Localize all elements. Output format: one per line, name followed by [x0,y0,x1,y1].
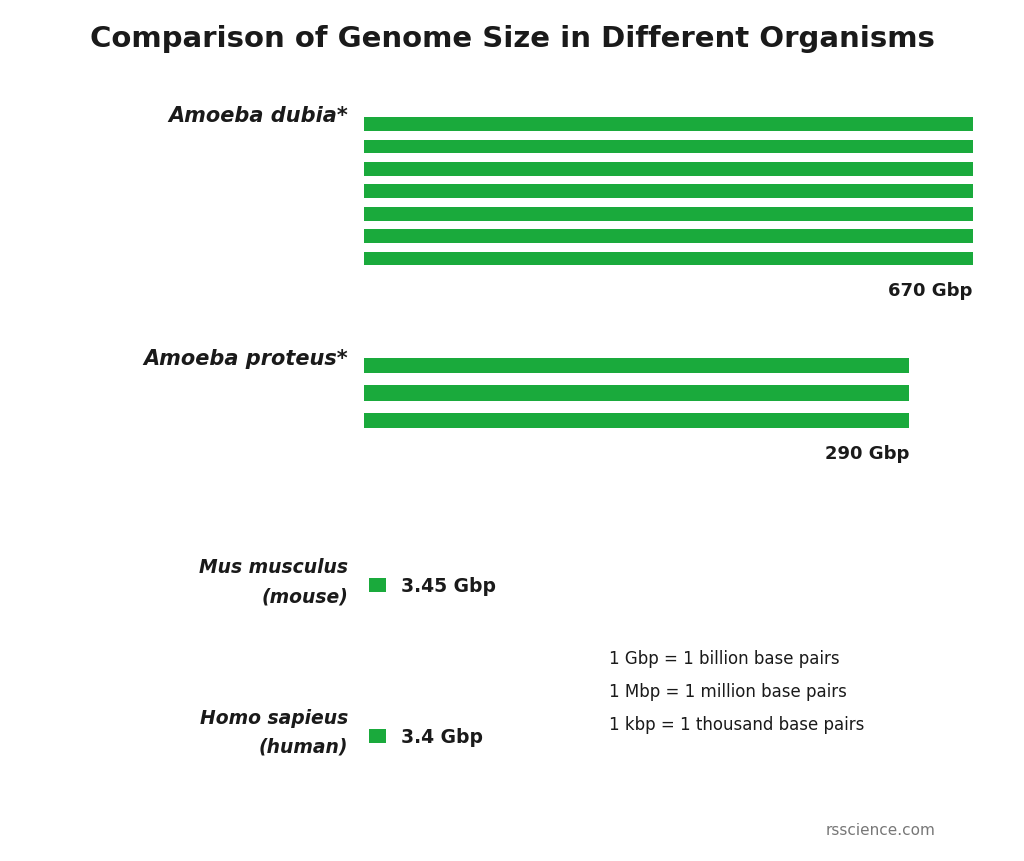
Bar [364,208,973,221]
Bar [364,230,973,244]
Bar [364,252,973,266]
Bar [364,118,973,132]
Text: 1 Gbp = 1 billion base pairs: 1 Gbp = 1 billion base pairs [609,650,840,667]
Text: 3.45 Gbp: 3.45 Gbp [401,576,497,595]
Bar [364,386,909,401]
Bar [364,140,973,154]
Text: Mus musculus: Mus musculus [199,557,348,576]
Bar [364,413,909,429]
Bar [364,163,973,177]
Text: 290 Gbp: 290 Gbp [825,444,909,462]
Bar [364,185,973,199]
Bar [369,728,386,744]
Text: Amoeba proteus*: Amoeba proteus* [143,349,348,369]
Text: (mouse): (mouse) [261,586,348,605]
Text: (human): (human) [259,737,348,756]
Text: 1 Mbp = 1 million base pairs: 1 Mbp = 1 million base pairs [609,683,847,700]
Bar [369,579,386,592]
Text: Amoeba dubia*: Amoeba dubia* [168,106,348,127]
Text: Comparison of Genome Size in Different Organisms: Comparison of Genome Size in Different O… [89,25,935,53]
Text: 1 kbp = 1 thousand base pairs: 1 kbp = 1 thousand base pairs [609,715,864,733]
Text: rsscience.com: rsscience.com [825,822,936,837]
Text: 3.4 Gbp: 3.4 Gbp [401,727,483,746]
Text: 670 Gbp: 670 Gbp [889,282,973,300]
Bar [364,358,909,374]
Text: Homo sapieus: Homo sapieus [200,708,348,727]
